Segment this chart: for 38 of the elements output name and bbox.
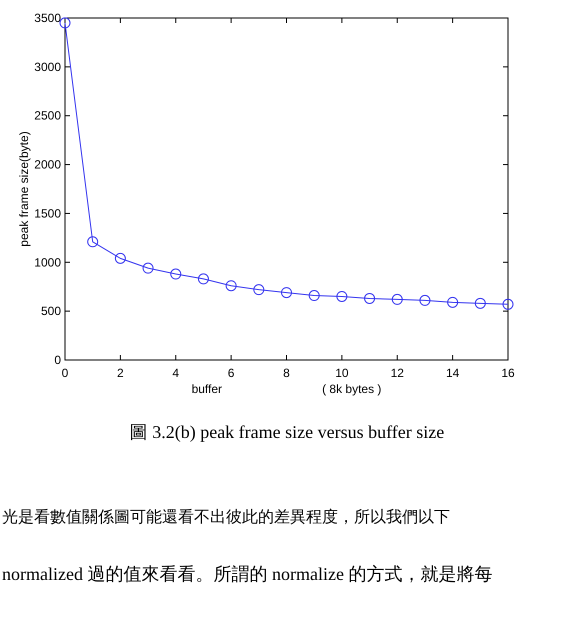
point [198, 273, 209, 284]
text: normalized 過的值來看看。所謂的 normalize 的方式，就是將每 [2, 564, 492, 584]
x-tick-label: 8 [283, 366, 290, 380]
y-tick-label: 500 [40, 304, 62, 318]
point [502, 298, 514, 310]
point [281, 287, 292, 298]
point [336, 290, 348, 302]
y-tick-label: 1500 [34, 206, 62, 220]
point [114, 252, 126, 264]
caption: 圖 3.2(b) peak frame size versus buffer size [130, 422, 444, 442]
y-tick-label: 2500 [34, 108, 62, 123]
point [142, 262, 154, 274]
x-tick-label: 4 [172, 366, 180, 380]
y-tick-label: 2000 [34, 158, 62, 172]
x-tick-label: 12 [390, 366, 404, 380]
point [474, 298, 486, 309]
x-tick-label: 6 [228, 366, 235, 380]
x-tick-label: 14 [446, 366, 460, 380]
point [87, 236, 98, 248]
point [419, 294, 430, 306]
point [60, 17, 70, 28]
y-tick-label: 0 [54, 353, 62, 367]
point [364, 292, 376, 304]
x-tick-label: 16 [501, 366, 515, 380]
point [226, 280, 237, 292]
y-axis-title: peak frame size(byte) [17, 131, 31, 247]
y-tick-label: 3500 [34, 11, 62, 25]
text: 光是看數值關係圖可能還看不出彼此的差異程度，所以我們以下 [2, 507, 450, 526]
point [253, 284, 264, 296]
x-tick-label: 2 [117, 366, 124, 380]
point [392, 294, 403, 305]
y-tick-label: 3000 [34, 60, 62, 74]
x-tick-label: 10 [335, 366, 349, 380]
y-tick-label: 1000 [34, 255, 62, 270]
point [170, 268, 182, 280]
x-axis-title: buffer ( 8k bytes ) [192, 382, 382, 396]
point [447, 296, 458, 308]
point [308, 290, 320, 302]
